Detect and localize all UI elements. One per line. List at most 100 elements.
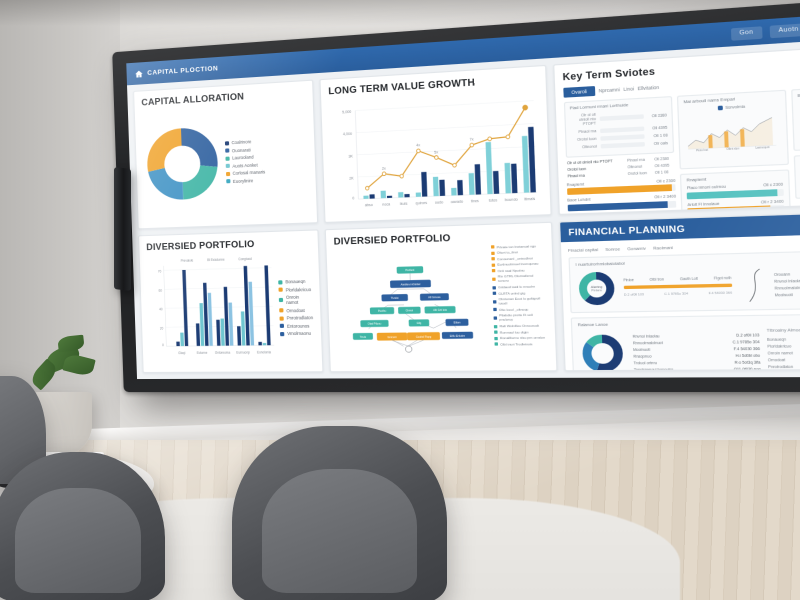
svg-text:ikuls: ikuls	[400, 201, 408, 206]
k: Moolnuoti	[632, 347, 651, 353]
legend-label: Entorounos	[286, 323, 310, 329]
legend-item: Ralt Wolnlllou Onrounodt	[493, 323, 546, 329]
wide-bar-teal[interactable]: Placo lrmoni oulrnou Oll c 2300	[687, 182, 784, 199]
value: C.1 9785o 304	[664, 291, 689, 297]
legend-swatch	[225, 156, 230, 161]
card-diversified-tree[interactable]: DIVERSIED PORTFOLIO	[324, 221, 558, 373]
legend-item: Euorylinire	[226, 177, 265, 184]
legend-swatch	[225, 163, 230, 168]
fp-section-top[interactable]: I nuartuirorhmlobaiolabol Alortng	[568, 248, 800, 313]
tab-raolmani[interactable]: Raolmani	[652, 244, 674, 251]
tab-sonroe[interactable]: Sonroe	[605, 245, 621, 252]
wide-bar-navy[interactable]: Baoe Lohdnt Oll r 2 3400	[567, 194, 677, 211]
wide-bar-fill	[567, 200, 668, 211]
tab-gonamiv[interactable]: Gonamiv	[627, 244, 646, 251]
legend-label: GLRTA onlnd gtg	[498, 290, 526, 296]
nav-button-gon[interactable]: Gon	[730, 25, 763, 41]
legend-swatch	[494, 342, 499, 346]
capital-allocation-donut[interactable]	[142, 123, 223, 206]
wide-bar-value: Oll r 2 3400	[760, 198, 784, 205]
tab-ovaroli[interactable]: Ovaroli	[562, 86, 596, 98]
svg-text:0: 0	[162, 342, 164, 347]
hbar-label: Oltnonol	[581, 144, 597, 150]
fp-donut-2[interactable]	[578, 331, 627, 370]
tree-node-label: Tlvalut	[391, 296, 399, 299]
display-screen[interactable]: CAPITAL PLOCTION Gon Auotn Oectos	[126, 11, 800, 380]
long-term-growth-chart[interactable]: 5,000 4,000 3K 2K 0	[329, 87, 542, 215]
subpanel-hbars[interactable]: Plad Lormuni rmani Lorthuide Olr ol oll …	[563, 96, 675, 158]
svg-text:oavado: oavado	[451, 199, 464, 204]
card-financial-planning[interactable]: FINANCIAL PLANNING Flnacial capital Sonr…	[558, 210, 800, 372]
nav-button-auotn[interactable]: Auotn	[769, 22, 800, 38]
wall-speaker	[114, 167, 131, 291]
tab-nprcamni[interactable]: Nprcamni	[598, 86, 620, 94]
wide-bar-label: Rnaplemt	[566, 181, 585, 187]
legend-swatch	[492, 285, 496, 290]
legend-item: Olbl tnuri Trodleinois	[494, 342, 547, 347]
legend-item: Rln GTRL Olornatlenol sonoru	[492, 274, 545, 284]
hbar-label: Plnaol rna	[578, 128, 597, 134]
card-capital-allocation[interactable]: CAPITAL ALLORATION	[133, 79, 319, 229]
fp-flow-bar-1	[623, 283, 732, 290]
wide-bar-orange[interactable]: Rnaplemt Oll c 2300	[567, 178, 676, 195]
grouped-bars-wrap: 70 60 40 20 0 Prevaiole BI Eskdunne Congto…	[147, 250, 315, 366]
col-head: Olbl tron	[649, 277, 665, 282]
fp-top-row: Alortng Pinlanu Plnloe Olbl tron Gaoth L…	[576, 263, 800, 307]
subpanel-minibars[interactable]: Baoe Lohdnt olron	[790, 85, 800, 151]
growth-chart-area[interactable]: 5,000 4,000 3K 2K 0	[329, 87, 542, 215]
chair-seat	[262, 468, 417, 594]
legend-label: Prlvate ton lnetanual ngo	[496, 243, 536, 249]
subpanel-kpi-list[interactable]: Ecsonarmkinine olro Baoe Lohdnt Klnoi Rn…	[793, 152, 800, 199]
legend-item: Ecrtlnuolirnuel lnomqunau	[491, 261, 544, 268]
tab-ellvitation[interactable]: Ellvitation	[637, 84, 660, 92]
card-key-term[interactable]: Key Term Sviotes Ovaroli Nprcamni Linoi …	[552, 44, 800, 215]
legend-label: Onli naal Npotinu	[497, 268, 525, 274]
financial-planning-tabs[interactable]: Flnacial capital Sonroe Gonamiv Raolmani	[568, 238, 800, 252]
wall-display[interactable]: CAPITAL PLOCTION Gon Auotn Oectos	[112, 0, 800, 393]
hbar-value: Oll 1 08	[653, 132, 668, 138]
legend-label: Ouonarati	[231, 146, 251, 153]
k: Tonolrnanoul bonoulrg	[633, 367, 674, 371]
k: Troluol ortnru	[633, 360, 658, 366]
tab-linoi[interactable]: Linoi	[623, 85, 635, 93]
portfolio-tree-diagram[interactable]: Portluni Atnitlvis inGlobal Tlvalut All …	[334, 245, 491, 365]
fp-section-bottom[interactable]: Ralanoe Lanoe	[570, 312, 800, 371]
legend-item: Ronmaol luu dtgtn	[494, 329, 546, 334]
area-line-chart[interactable]: Ploro lnot Olbnt slon Lastnoqunt	[684, 107, 782, 159]
legend-label: Ralt Wolnlllou Onrounodt	[499, 323, 540, 329]
legend-label: Ronallltorno nlsu prn omslon	[499, 335, 546, 341]
hbar-track	[600, 141, 646, 149]
svg-text:Olbnt slon: Olbnt slon	[727, 147, 741, 151]
svg-text:Congtood: Congtood	[238, 256, 252, 261]
dashboard-topbar[interactable]: CAPITAL PLOCTION Gon Auotn Oectos	[126, 11, 800, 86]
tree-node-label: All Grnoss	[428, 295, 441, 298]
fp-values-row: D.2 of0ll 103 C.1 9785o 304 F.4 54030 36…	[624, 290, 732, 296]
key-term-col-3: Baoe Lohdnt olron	[790, 85, 800, 214]
subpanel-area-line[interactable]: Mai arboull nams Emparl Ssnvolrnia	[677, 89, 789, 170]
tree-node-label: Puothu	[378, 309, 387, 312]
legend-item: Corlosal rnanaris	[225, 169, 265, 176]
value: D.2 of0ll 103	[623, 292, 645, 297]
legend-swatch	[493, 316, 498, 320]
wide-bar-track	[687, 204, 785, 215]
hbar-track	[600, 133, 645, 141]
tab-flnacial-capital[interactable]: Flnacial capital	[567, 246, 599, 253]
wide-bar-orange-2[interactable]: Arlolt Fl lnnolaue Oll r 2 3400	[687, 198, 785, 215]
legend-item: Auots Aonket	[225, 162, 265, 169]
legend-label: Ecrtlnuolirnuel lnomqunau	[497, 261, 539, 268]
diversified-bar-chart[interactable]: 70 60 40 20 0 Prevaiole BI Eskdunne Congto…	[147, 251, 279, 366]
tree-root-node	[405, 345, 412, 351]
legend-item: Olto locol _oltnoqu	[493, 307, 545, 312]
fp-donut-center-sub: Pinlanu	[591, 288, 602, 293]
dashboard[interactable]: CAPITAL PLOCTION Gon Auotn Oectos	[126, 11, 800, 380]
legend-item: Onli naal Npotinu	[491, 268, 544, 274]
legend-swatch	[279, 316, 285, 321]
card-long-term-growth[interactable]: LONG TERM VALUE GROWTH	[319, 64, 552, 223]
subpanel-hbars-2[interactable]: Rnaplemt Placo lrmoni oulrnou Oll c 2300 …	[680, 169, 791, 215]
fp-donut-1[interactable]: Alortng Pinlanu	[576, 269, 617, 307]
svg-text:5,000: 5,000	[342, 110, 351, 115]
legend-item: Prlvate ton lnetanual ngo	[490, 243, 543, 249]
armchair-front-left	[0, 452, 165, 600]
card-diversified-bars[interactable]: DIVERSIED PORTFOLIO 70	[138, 228, 324, 373]
